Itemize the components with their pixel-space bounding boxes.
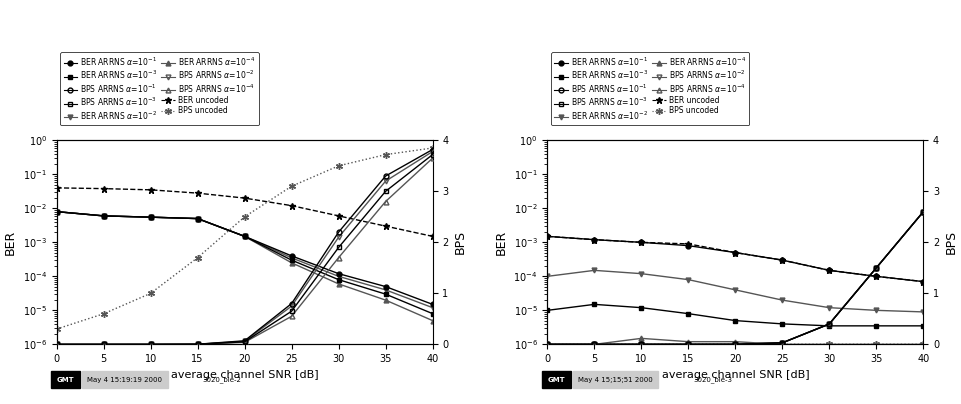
- Text: May 4 15;15;51 2000: May 4 15;15;51 2000: [578, 377, 653, 383]
- Text: 3020_ble-3: 3020_ble-3: [693, 377, 732, 383]
- Legend: BER ARRNS $\alpha$=10$^{-1}$, BER ARRNS $\alpha$=10$^{-3}$, BPS ARRNS $\alpha$=1: BER ARRNS $\alpha$=10$^{-1}$, BER ARRNS …: [61, 53, 259, 125]
- Text: GMT: GMT: [57, 377, 74, 383]
- Text: 3020_ble-2: 3020_ble-2: [203, 377, 241, 383]
- Y-axis label: BER: BER: [4, 230, 17, 255]
- Y-axis label: BPS: BPS: [454, 230, 467, 255]
- Text: May 4 15:19:19 2000: May 4 15:19:19 2000: [87, 377, 162, 383]
- Y-axis label: BER: BER: [494, 230, 507, 255]
- Text: GMT: GMT: [547, 377, 564, 383]
- X-axis label: average channel SNR [dB]: average channel SNR [dB]: [661, 370, 808, 380]
- Legend: BER ARRNS $\alpha$=10$^{-1}$, BER ARRNS $\alpha$=10$^{-3}$, BPS ARRNS $\alpha$=1: BER ARRNS $\alpha$=10$^{-1}$, BER ARRNS …: [551, 53, 749, 125]
- X-axis label: average channel SNR [dB]: average channel SNR [dB]: [171, 370, 318, 380]
- Y-axis label: BPS: BPS: [944, 230, 957, 255]
